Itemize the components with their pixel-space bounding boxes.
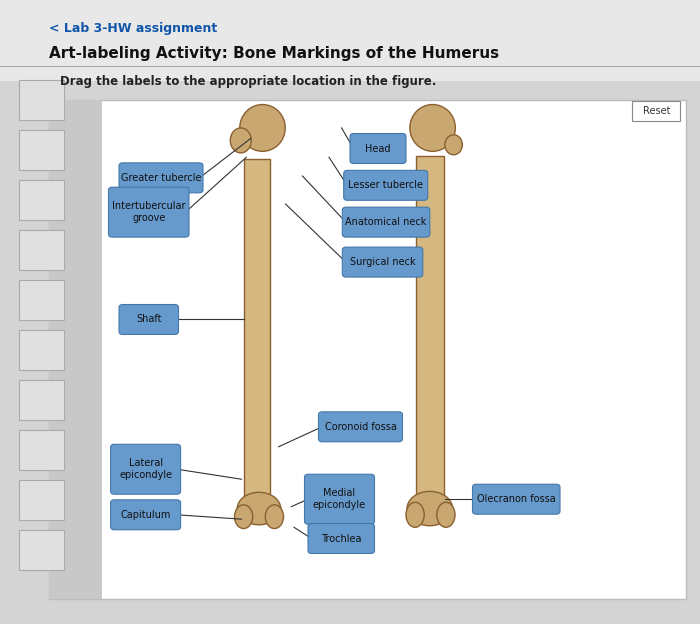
FancyBboxPatch shape bbox=[244, 159, 270, 512]
FancyBboxPatch shape bbox=[19, 480, 64, 520]
FancyBboxPatch shape bbox=[19, 330, 64, 370]
FancyBboxPatch shape bbox=[318, 412, 402, 442]
Text: Trochlea: Trochlea bbox=[321, 534, 361, 544]
FancyBboxPatch shape bbox=[342, 207, 430, 237]
Text: Drag the labels to the appropriate location in the figure.: Drag the labels to the appropriate locat… bbox=[60, 75, 436, 87]
Ellipse shape bbox=[239, 104, 286, 151]
Ellipse shape bbox=[437, 502, 455, 527]
Text: < Lab 3-HW assignment: < Lab 3-HW assignment bbox=[49, 22, 217, 34]
FancyBboxPatch shape bbox=[19, 380, 64, 420]
Ellipse shape bbox=[265, 505, 284, 529]
Ellipse shape bbox=[234, 505, 253, 529]
Text: Surgical neck: Surgical neck bbox=[350, 257, 415, 267]
FancyBboxPatch shape bbox=[350, 134, 406, 163]
Text: Capitulum: Capitulum bbox=[120, 510, 171, 520]
FancyBboxPatch shape bbox=[19, 430, 64, 470]
FancyBboxPatch shape bbox=[108, 187, 189, 237]
FancyBboxPatch shape bbox=[111, 500, 181, 530]
FancyBboxPatch shape bbox=[19, 530, 64, 570]
FancyBboxPatch shape bbox=[19, 80, 64, 120]
Text: Medial
epicondyle: Medial epicondyle bbox=[313, 489, 366, 510]
FancyBboxPatch shape bbox=[473, 484, 560, 514]
Ellipse shape bbox=[237, 492, 281, 525]
Text: Coronoid fossa: Coronoid fossa bbox=[325, 422, 396, 432]
Text: Intertubercular
groove: Intertubercular groove bbox=[112, 202, 186, 223]
FancyBboxPatch shape bbox=[308, 524, 374, 553]
FancyBboxPatch shape bbox=[49, 100, 686, 599]
FancyBboxPatch shape bbox=[19, 230, 64, 270]
Ellipse shape bbox=[406, 502, 424, 527]
FancyBboxPatch shape bbox=[0, 0, 700, 81]
Text: Art-labeling Activity: Bone Markings of the Humerus: Art-labeling Activity: Bone Markings of … bbox=[49, 46, 499, 61]
FancyBboxPatch shape bbox=[49, 100, 102, 599]
Ellipse shape bbox=[230, 128, 251, 153]
Text: Shaft: Shaft bbox=[136, 314, 162, 324]
Text: Head: Head bbox=[365, 144, 391, 154]
FancyBboxPatch shape bbox=[19, 180, 64, 220]
FancyBboxPatch shape bbox=[119, 305, 178, 334]
FancyBboxPatch shape bbox=[19, 280, 64, 320]
FancyBboxPatch shape bbox=[416, 156, 444, 512]
Text: Olecranon fossa: Olecranon fossa bbox=[477, 494, 556, 504]
Text: Lateral
epicondyle: Lateral epicondyle bbox=[119, 459, 172, 480]
Ellipse shape bbox=[410, 104, 456, 151]
FancyBboxPatch shape bbox=[19, 130, 64, 170]
FancyBboxPatch shape bbox=[342, 247, 423, 277]
FancyBboxPatch shape bbox=[632, 101, 680, 121]
FancyBboxPatch shape bbox=[304, 474, 374, 524]
Text: Greater tubercle: Greater tubercle bbox=[120, 173, 202, 183]
Text: Reset: Reset bbox=[643, 106, 670, 116]
FancyBboxPatch shape bbox=[111, 444, 181, 494]
Ellipse shape bbox=[407, 492, 452, 525]
FancyBboxPatch shape bbox=[119, 163, 203, 193]
Ellipse shape bbox=[445, 135, 463, 155]
Text: Lesser tubercle: Lesser tubercle bbox=[348, 180, 424, 190]
Text: Anatomical neck: Anatomical neck bbox=[345, 217, 427, 227]
FancyBboxPatch shape bbox=[344, 170, 428, 200]
